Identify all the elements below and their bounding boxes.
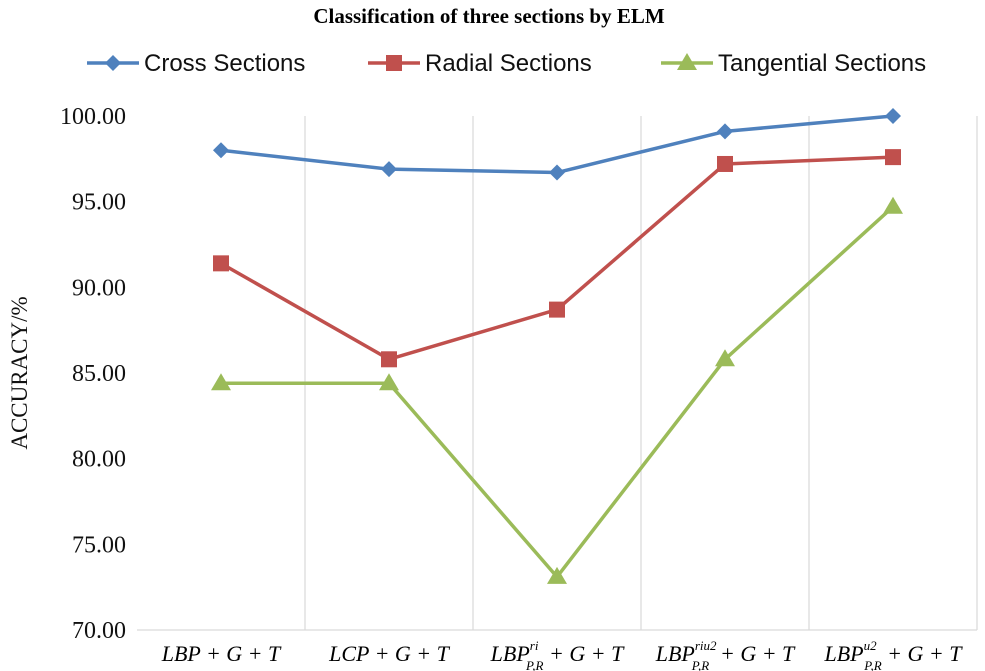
y-tick-label: 80.00 — [72, 447, 126, 473]
legend-label: Cross Sections — [144, 50, 305, 77]
grid-lines — [137, 116, 978, 631]
data-point — [715, 349, 735, 367]
data-point — [717, 123, 733, 140]
legend: Cross Sections Radial Sections Tangential … — [87, 50, 926, 77]
chart-title: Classification of three sections by ELM — [313, 4, 665, 28]
legend-item: Radial Sections — [368, 50, 592, 77]
legend-marker — [105, 55, 121, 71]
data-point — [883, 196, 903, 214]
y-tick-label: 95.00 — [72, 190, 126, 216]
data-point — [213, 142, 229, 159]
series-layer — [211, 108, 903, 584]
series-3 — [211, 196, 903, 584]
x-category-label: LBP + G + T — [161, 641, 282, 666]
data-point — [885, 149, 901, 166]
y-tick-label: 70.00 — [72, 618, 126, 644]
legend-marker — [386, 55, 402, 71]
y-tick-labels: 70.00 75.00 80.00 85.00 90.00 95.00 100.00 — [60, 104, 126, 644]
series-line — [221, 205, 895, 579]
x-category-label: LBPu2 P,R + G + T — [823, 638, 963, 671]
data-point — [381, 161, 397, 178]
legend-item: Cross Sections — [87, 50, 305, 77]
y-tick-label: 100.00 — [60, 104, 126, 130]
series-2 — [213, 149, 901, 368]
y-tick-label: 90.00 — [72, 275, 126, 301]
data-point — [547, 566, 567, 584]
x-category-label: LBPriu2 P,R + G + T — [655, 638, 796, 671]
legend-item: Tangential Sections — [661, 50, 926, 77]
series-line — [220, 114, 894, 175]
data-point — [213, 255, 229, 272]
legend-label: Tangential Sections — [718, 50, 926, 77]
series-1 — [213, 108, 901, 181]
data-point — [717, 155, 733, 172]
data-point — [379, 373, 399, 391]
x-category-label: LBPri P,R + G + T — [490, 638, 625, 671]
data-point — [885, 108, 901, 124]
y-tick-label: 85.00 — [72, 361, 126, 387]
data-point — [549, 164, 565, 181]
data-point — [381, 351, 397, 368]
legend-marker — [677, 53, 697, 70]
y-axis-label: ACCURACY/% — [7, 296, 32, 449]
y-tick-label: 75.00 — [72, 532, 126, 558]
data-point — [549, 301, 565, 318]
legend-label: Radial Sections — [425, 50, 592, 77]
data-point — [211, 373, 231, 391]
series-line — [220, 155, 894, 362]
x-category-labels: LBP + G + T LCP + G + T LBPri P,R + G + T LB… — [161, 638, 964, 671]
x-category-label: LCP + G + T — [328, 641, 451, 666]
